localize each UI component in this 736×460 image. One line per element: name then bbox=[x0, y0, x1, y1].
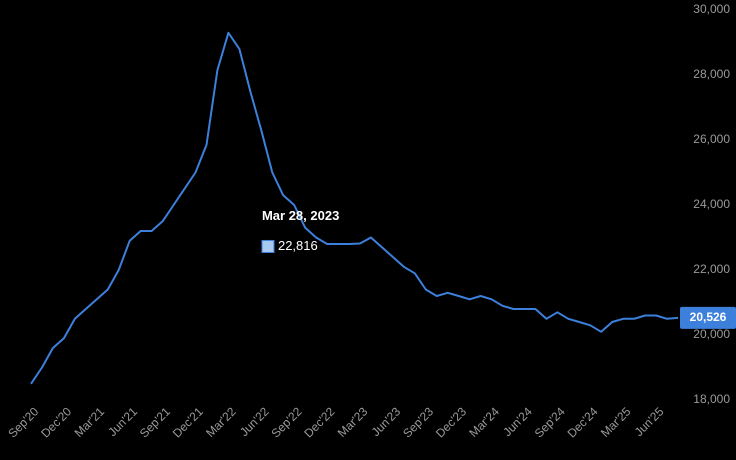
x-tick-label: Sep'23 bbox=[400, 404, 436, 440]
x-tick-label: Mar'23 bbox=[335, 404, 371, 440]
x-tick-label: Jun'22 bbox=[237, 404, 272, 439]
x-tick-label: Jun'21 bbox=[105, 404, 140, 439]
tooltip-swatch bbox=[261, 239, 275, 253]
x-tick-label: Dec'20 bbox=[38, 404, 74, 440]
x-tick-label: Jun'24 bbox=[500, 404, 535, 439]
y-tick-label: 20,000 bbox=[693, 327, 730, 341]
last-value-badge bbox=[680, 306, 736, 329]
y-tick-label: 22,000 bbox=[693, 262, 730, 276]
x-tick-label: Jun'23 bbox=[369, 404, 404, 439]
x-tick-label: Mar'21 bbox=[72, 404, 108, 440]
x-tick-label: Mar'25 bbox=[598, 404, 634, 440]
tooltip-value: 22,816 bbox=[278, 238, 318, 253]
x-tick-label: Dec'24 bbox=[565, 404, 601, 440]
y-tick-label: 26,000 bbox=[693, 132, 730, 146]
x-tick-label: Dec'21 bbox=[170, 404, 206, 440]
line bbox=[30, 31, 679, 385]
last-value-label: 20,526 bbox=[690, 310, 727, 324]
x-tick-label: Jun'25 bbox=[632, 404, 667, 439]
x-tick-label: Sep'20 bbox=[5, 404, 41, 440]
x-tick-label: Mar'22 bbox=[203, 404, 239, 440]
y-tick-label: 24,000 bbox=[693, 197, 730, 211]
y-tick-label: 28,000 bbox=[693, 67, 730, 81]
x-tick-label: Dec'22 bbox=[301, 404, 337, 440]
x-tick-label: Dec'23 bbox=[433, 404, 469, 440]
x-tick-label: Sep'21 bbox=[137, 404, 173, 440]
y-tick-label: 18,000 bbox=[693, 392, 730, 406]
x-tick-label: Sep'24 bbox=[532, 404, 568, 440]
x-tick-label: Mar'24 bbox=[466, 404, 502, 440]
x-tick-label: Sep'22 bbox=[268, 404, 304, 440]
tooltip-title: Mar 28, 2023 bbox=[262, 208, 339, 223]
y-tick-label: 30,000 bbox=[693, 2, 730, 16]
